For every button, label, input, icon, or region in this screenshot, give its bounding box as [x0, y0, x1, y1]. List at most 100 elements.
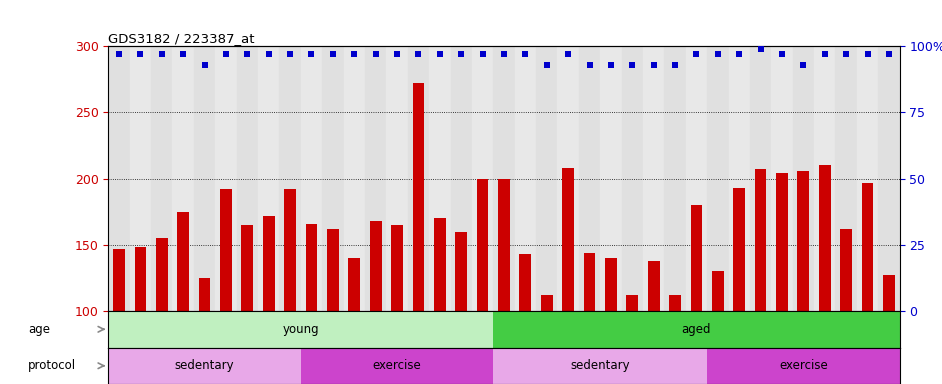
Bar — [216, 46, 236, 311]
Bar — [707, 348, 900, 384]
Point — [560, 51, 576, 57]
Point — [197, 61, 212, 68]
Bar — [327, 229, 339, 384]
Point — [496, 51, 512, 57]
Bar — [365, 46, 386, 311]
Bar — [430, 46, 450, 311]
Bar — [177, 212, 189, 384]
Point — [389, 51, 404, 57]
Point — [368, 51, 383, 57]
Bar — [798, 170, 809, 384]
Bar — [626, 295, 638, 384]
Bar — [280, 46, 300, 311]
Bar — [477, 179, 489, 384]
Bar — [776, 173, 788, 384]
Bar — [391, 225, 403, 384]
Bar — [814, 46, 836, 311]
Bar — [494, 46, 514, 311]
Point — [604, 61, 619, 68]
Bar — [370, 221, 382, 384]
Point — [689, 51, 704, 57]
Point — [625, 61, 640, 68]
Point — [475, 51, 490, 57]
Bar — [728, 46, 750, 311]
Text: protocol: protocol — [28, 359, 76, 372]
Point — [646, 61, 661, 68]
Bar — [494, 348, 707, 384]
Point — [774, 51, 789, 57]
Point — [818, 51, 833, 57]
Bar — [236, 46, 258, 311]
Bar — [750, 46, 771, 311]
Bar — [562, 168, 574, 384]
Bar — [541, 295, 553, 384]
Bar — [349, 258, 360, 384]
Bar — [156, 238, 168, 384]
Bar — [883, 275, 895, 384]
Point — [539, 61, 554, 68]
Bar — [584, 253, 595, 384]
Bar — [322, 46, 344, 311]
Bar — [408, 46, 430, 311]
Bar — [862, 182, 873, 384]
Point — [154, 51, 170, 57]
Point — [582, 61, 597, 68]
Bar — [263, 216, 275, 384]
Bar — [712, 271, 723, 384]
Bar — [220, 189, 232, 384]
Point — [882, 51, 897, 57]
Point — [838, 51, 853, 57]
Point — [261, 51, 276, 57]
Bar — [690, 205, 703, 384]
Bar — [108, 311, 494, 348]
Point — [518, 51, 533, 57]
Bar — [707, 46, 728, 311]
Text: young: young — [283, 323, 319, 336]
Point — [133, 51, 148, 57]
Bar — [194, 46, 216, 311]
Bar — [755, 169, 767, 384]
Text: aged: aged — [682, 323, 711, 336]
Point — [411, 51, 426, 57]
Text: sedentary: sedentary — [175, 359, 235, 372]
Bar — [135, 247, 146, 384]
Bar — [536, 46, 558, 311]
Text: age: age — [28, 323, 50, 336]
Text: sedentary: sedentary — [571, 359, 630, 372]
Bar — [305, 223, 317, 384]
Point — [283, 51, 298, 57]
Bar — [344, 46, 365, 311]
Bar — [605, 258, 617, 384]
Bar — [878, 46, 900, 311]
Bar — [494, 311, 900, 348]
Text: exercise: exercise — [373, 359, 421, 372]
Point — [796, 61, 811, 68]
Point — [710, 51, 725, 57]
Bar — [840, 229, 852, 384]
Bar — [558, 46, 578, 311]
Point — [219, 51, 234, 57]
Point — [454, 51, 469, 57]
Bar — [108, 46, 130, 311]
Bar — [434, 218, 446, 384]
Point — [304, 51, 319, 57]
Bar — [514, 46, 536, 311]
Bar — [836, 46, 857, 311]
Bar — [600, 46, 622, 311]
Bar — [578, 46, 600, 311]
Point — [732, 51, 747, 57]
Bar — [472, 46, 494, 311]
Bar — [455, 232, 467, 384]
Bar — [300, 46, 322, 311]
Bar — [386, 46, 408, 311]
Point — [325, 51, 340, 57]
Bar — [733, 188, 745, 384]
Point — [240, 51, 255, 57]
Bar — [792, 46, 814, 311]
Bar — [622, 46, 643, 311]
Bar — [643, 46, 664, 311]
Point — [753, 46, 768, 52]
Bar — [300, 348, 494, 384]
Bar — [857, 46, 878, 311]
Point — [347, 51, 362, 57]
